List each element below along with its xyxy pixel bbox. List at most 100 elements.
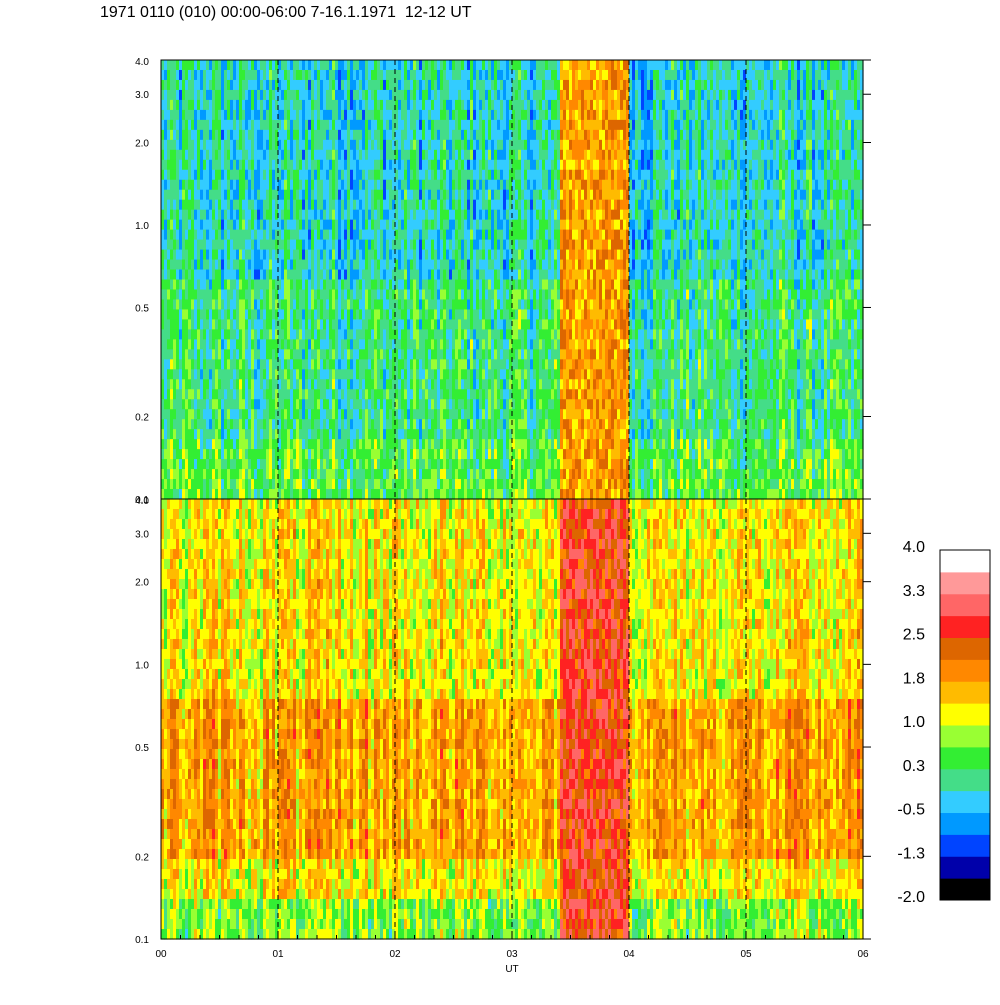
spectrogram-cell	[167, 359, 171, 370]
spectrogram-cell	[173, 389, 177, 400]
spectrogram-cell	[242, 249, 246, 261]
spectrogram-cell	[266, 449, 270, 460]
spectrogram-cell	[272, 439, 276, 450]
spectrogram-cell	[194, 409, 198, 420]
spectrogram-cell	[209, 249, 213, 261]
spectrogram-cell	[212, 269, 216, 281]
spectrogram-cell	[167, 159, 171, 171]
spectrogram-cell	[170, 259, 174, 271]
spectrogram-cell	[206, 229, 210, 241]
spectrogram-cell	[185, 249, 189, 261]
spectrogram-cell	[173, 60, 177, 71]
spectrogram-cell	[185, 339, 189, 350]
spectrogram-cell	[242, 269, 246, 281]
spectrogram-cell	[272, 349, 276, 360]
spectrogram-cell	[266, 419, 270, 430]
spectrogram-cell	[191, 129, 195, 141]
spectrogram-cell	[167, 149, 171, 161]
spectrogram-cell	[176, 399, 180, 410]
spectrogram-cell	[221, 109, 225, 121]
spectrogram-cell	[209, 479, 213, 490]
spectrogram-cell	[206, 249, 210, 261]
spectrogram-cell	[269, 219, 273, 231]
spectrogram-cell	[188, 199, 192, 211]
spectrogram-cell	[197, 279, 201, 291]
spectrogram-cell	[272, 429, 276, 440]
spectrogram-cell	[266, 309, 270, 321]
spectrogram-cell	[194, 219, 198, 231]
spectrogram-cell	[215, 119, 219, 131]
spectrogram-cell	[188, 289, 192, 301]
spectrogram-cell	[230, 249, 234, 261]
spectrogram-cell	[209, 409, 213, 420]
spectrogram-cell	[224, 139, 228, 151]
spectrogram-cell	[191, 349, 195, 360]
spectrogram-cell	[167, 379, 171, 390]
spectrogram-cell	[272, 419, 276, 430]
spectrogram-cell	[257, 359, 261, 370]
spectrogram-cell	[209, 349, 213, 360]
spectrogram-cell	[218, 449, 222, 460]
spectrogram-cell	[245, 109, 249, 121]
spectrogram-cell	[203, 269, 207, 281]
spectrogram-cell	[206, 299, 210, 311]
spectrogram-cell	[239, 429, 243, 440]
spectrogram-cell	[224, 60, 228, 71]
spectrogram-cell	[215, 279, 219, 291]
spectrogram-cell	[209, 199, 213, 211]
spectrogram-cell	[173, 129, 177, 141]
spectrogram-cell	[164, 269, 168, 281]
spectrogram-cell	[245, 379, 249, 390]
spectrogram-cell	[266, 479, 270, 490]
spectrogram-cell	[236, 439, 240, 450]
spectrogram-cell	[230, 379, 234, 390]
spectrogram-cell	[176, 259, 180, 271]
spectrogram-cell	[263, 269, 267, 281]
spectrogram-cell	[224, 369, 228, 380]
spectrogram-cell	[179, 309, 183, 321]
spectrogram-cell	[203, 309, 207, 321]
spectrogram-cell	[209, 309, 213, 321]
spectrogram-cell	[242, 169, 246, 181]
spectrogram-cell	[263, 409, 267, 420]
spectrogram-cell	[173, 99, 177, 111]
spectrogram-cell	[266, 109, 270, 121]
spectrogram-cell	[164, 319, 168, 330]
spectrogram-cell	[257, 69, 261, 81]
spectrogram-cell	[272, 489, 276, 500]
spectrogram-cell	[230, 419, 234, 430]
spectrogram-cell	[215, 149, 219, 161]
spectrogram-cell	[266, 429, 270, 440]
spectrogram-cell	[221, 159, 225, 171]
spectrogram-cell	[209, 319, 213, 330]
spectrogram-cell	[209, 369, 213, 380]
spectrogram-cell	[188, 239, 192, 251]
spectrogram-cell	[251, 359, 255, 370]
spectrogram-cell	[212, 119, 216, 131]
spectrogram-cell	[218, 99, 222, 111]
spectrogram-cell	[257, 79, 261, 91]
spectrogram-cell	[218, 429, 222, 440]
spectrogram-cell	[203, 479, 207, 490]
spectrogram-cell	[221, 79, 225, 91]
spectrogram-cell	[242, 439, 246, 450]
spectrogram-cell	[269, 379, 273, 390]
spectrogram-cell	[269, 449, 273, 460]
spectrogram-cell	[179, 349, 183, 360]
spectrogram-cell	[200, 119, 204, 131]
spectrogram-cell	[197, 139, 201, 151]
spectrogram-cell	[272, 239, 276, 251]
spectrogram-cell	[188, 339, 192, 350]
spectrogram-cell	[230, 449, 234, 460]
spectrogram-cell	[185, 439, 189, 450]
spectrogram-cell	[182, 219, 186, 231]
spectrogram-cell	[188, 99, 192, 111]
spectrogram-cell	[254, 109, 258, 121]
spectrogram-cell	[251, 349, 255, 360]
spectrogram-cell	[233, 479, 237, 490]
spectrogram-cell	[173, 189, 177, 201]
spectrogram-cell	[179, 79, 183, 91]
spectrogram-cell	[176, 229, 180, 241]
spectrogram-cell	[242, 369, 246, 380]
spectrogram-cell	[248, 149, 252, 161]
